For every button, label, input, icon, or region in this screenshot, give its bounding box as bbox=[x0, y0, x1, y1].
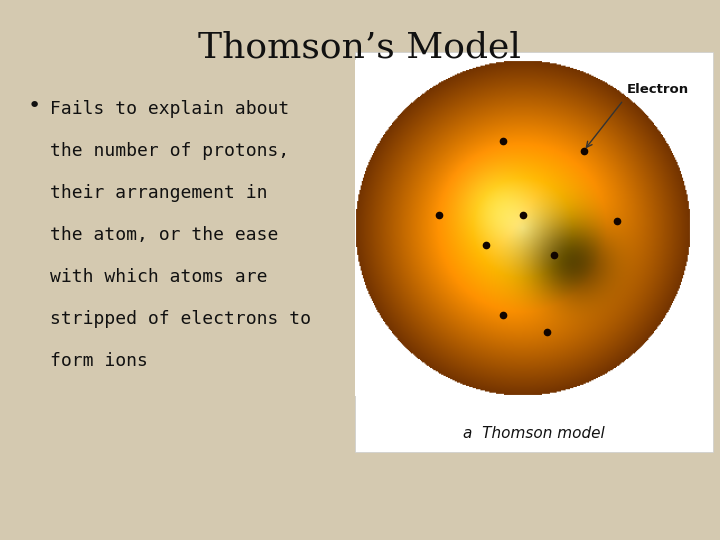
Text: Thomson’s Model: Thomson’s Model bbox=[199, 30, 521, 64]
Text: the atom, or the ease: the atom, or the ease bbox=[50, 226, 279, 244]
Text: with which atoms are: with which atoms are bbox=[50, 268, 268, 286]
Text: the number of protons,: the number of protons, bbox=[50, 142, 289, 160]
Text: Electron: Electron bbox=[626, 83, 688, 96]
Bar bbox=[355, 52, 713, 452]
Text: •: • bbox=[28, 96, 41, 116]
Text: their arrangement in: their arrangement in bbox=[50, 184, 268, 202]
Text: Fails to explain about: Fails to explain about bbox=[50, 100, 289, 118]
Text: form ions: form ions bbox=[50, 352, 148, 370]
Text: a  Thomson model: a Thomson model bbox=[463, 427, 605, 442]
Text: stripped of electrons to: stripped of electrons to bbox=[50, 310, 311, 328]
